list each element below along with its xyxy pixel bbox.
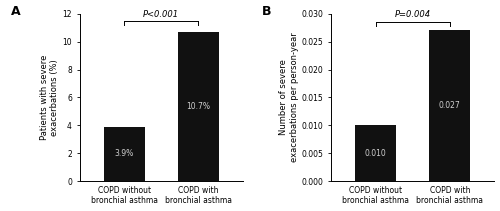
- Y-axis label: Number of severe
exacerbations per person-year: Number of severe exacerbations per perso…: [279, 32, 298, 162]
- Text: P<0.001: P<0.001: [143, 10, 180, 19]
- Text: 0.027: 0.027: [439, 101, 460, 110]
- Bar: [355, 125, 396, 181]
- Y-axis label: Patients with severe
exacerbations (%): Patients with severe exacerbations (%): [40, 55, 60, 140]
- Text: 3.9%: 3.9%: [114, 149, 134, 158]
- Text: 0.010: 0.010: [364, 149, 386, 158]
- Text: 10.7%: 10.7%: [186, 102, 210, 111]
- Bar: [178, 32, 219, 181]
- Bar: [430, 30, 470, 181]
- Text: A: A: [11, 5, 20, 18]
- Bar: [104, 127, 144, 181]
- Text: B: B: [262, 5, 272, 18]
- Text: P=0.004: P=0.004: [394, 10, 430, 19]
